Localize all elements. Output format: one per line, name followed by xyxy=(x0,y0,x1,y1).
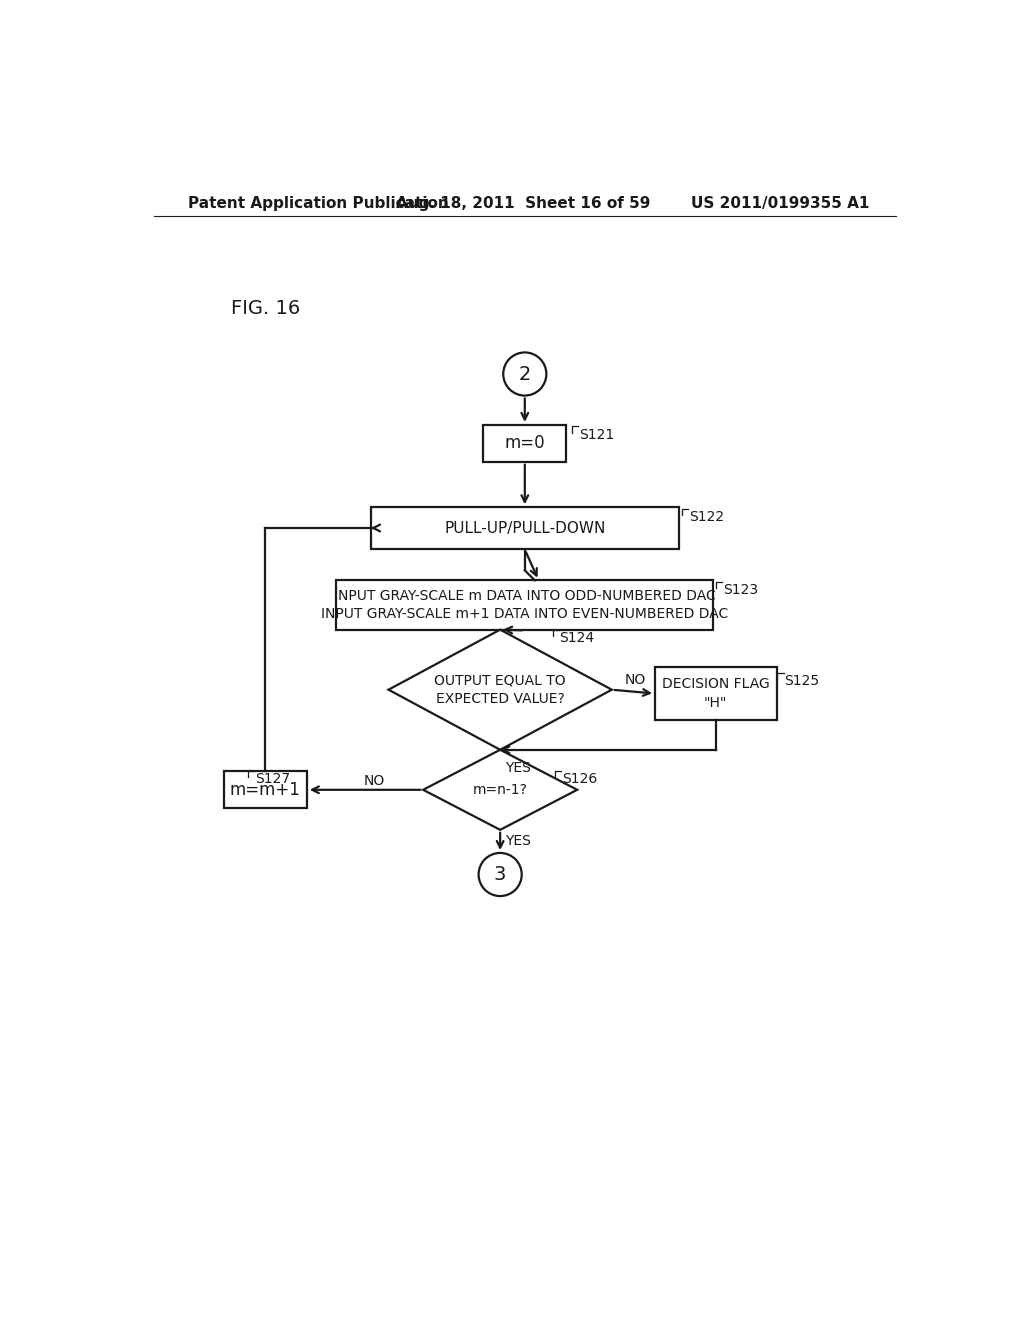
Text: 3: 3 xyxy=(494,865,506,884)
Text: S122: S122 xyxy=(689,511,724,524)
Text: OUTPUT EQUAL TO
EXPECTED VALUE?: OUTPUT EQUAL TO EXPECTED VALUE? xyxy=(434,673,566,706)
Text: DECISION FLAG
"H": DECISION FLAG "H" xyxy=(662,677,770,710)
Text: S125: S125 xyxy=(784,675,819,688)
Text: m=0: m=0 xyxy=(505,434,545,453)
Text: FIG. 16: FIG. 16 xyxy=(230,300,300,318)
Text: m=m+1: m=m+1 xyxy=(229,781,301,799)
Text: Patent Application Publication: Patent Application Publication xyxy=(188,195,450,211)
Text: YES: YES xyxy=(506,762,531,775)
Text: m=n-1?: m=n-1? xyxy=(473,783,527,797)
Bar xyxy=(483,425,566,462)
Text: NO: NO xyxy=(364,774,385,788)
Bar xyxy=(223,771,307,808)
Text: S121: S121 xyxy=(579,428,614,442)
Text: INPUT GRAY-SCALE m DATA INTO ODD-NUMBERED DAC
INPUT GRAY-SCALE m+1 DATA INTO EVE: INPUT GRAY-SCALE m DATA INTO ODD-NUMBERE… xyxy=(322,589,728,622)
Text: Aug. 18, 2011  Sheet 16 of 59: Aug. 18, 2011 Sheet 16 of 59 xyxy=(396,195,650,211)
Text: S127: S127 xyxy=(255,772,291,787)
Text: US 2011/0199355 A1: US 2011/0199355 A1 xyxy=(691,195,869,211)
Text: NO: NO xyxy=(625,673,645,688)
Text: S126: S126 xyxy=(562,772,597,787)
Text: S123: S123 xyxy=(723,583,758,598)
Text: S124: S124 xyxy=(559,631,595,645)
Bar xyxy=(655,668,776,719)
Text: 2: 2 xyxy=(518,364,531,384)
Bar xyxy=(371,507,679,549)
Text: PULL-UP/PULL-DOWN: PULL-UP/PULL-DOWN xyxy=(444,520,605,536)
Text: YES: YES xyxy=(506,834,531,847)
Bar xyxy=(336,579,714,630)
